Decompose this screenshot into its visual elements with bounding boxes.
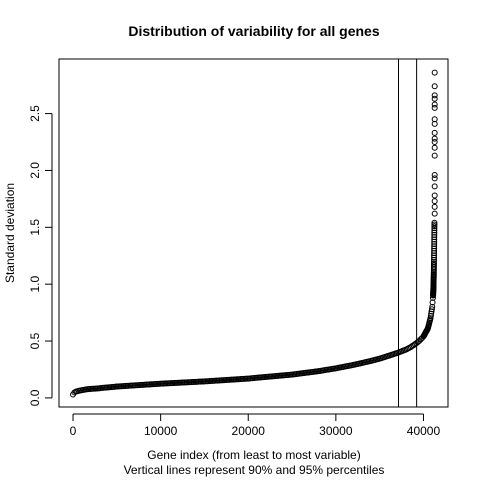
data-point (431, 175, 438, 182)
data-point (430, 259, 437, 265)
data-point (431, 95, 438, 102)
y-axis-label: Standard deviation (3, 183, 17, 283)
data-point (431, 129, 438, 136)
data-point (431, 227, 438, 234)
data-point (431, 210, 438, 217)
data-point (431, 198, 438, 205)
data-point (431, 139, 438, 146)
data-point (431, 192, 438, 199)
data-point (431, 101, 438, 108)
x-tick-label: 10000 (144, 424, 178, 438)
data-point (431, 69, 438, 76)
plot-frame (58, 58, 449, 408)
data-points (70, 69, 438, 398)
data-point (431, 183, 438, 190)
data-point (431, 221, 438, 228)
data-point (431, 83, 438, 90)
chart-title: Distribution of variability for all gene… (128, 23, 379, 39)
x-tick-label: 40000 (407, 424, 441, 438)
y-tick-label: 0.0 (28, 389, 42, 406)
x-axis-label: Gene index (from least to most variable) (147, 448, 360, 462)
y-tick-label: 0.5 (28, 332, 42, 349)
y-tick-label: 1.0 (28, 276, 42, 293)
y-tick-label: 2.0 (28, 162, 42, 179)
data-point (430, 260, 437, 267)
data-point (431, 223, 438, 230)
data-point (428, 306, 435, 313)
x-tick-label: 30000 (319, 424, 353, 438)
x-tick-label: 0 (70, 424, 77, 438)
data-point (431, 116, 438, 123)
data-point (431, 144, 438, 151)
data-point (431, 219, 438, 226)
x-axis: 0 10000 20000 30000 40000 (70, 413, 441, 438)
y-axis: 0.0 0.5 1.0 1.5 2.0 2.5 (28, 105, 53, 406)
y-tick-label: 1.5 (28, 219, 42, 236)
data-point (431, 104, 438, 111)
data-point (431, 152, 438, 159)
percentile-lines (397, 59, 418, 407)
data-point (431, 135, 438, 142)
y-tick-label: 2.5 (28, 105, 42, 122)
data-point (431, 172, 438, 178)
x-axis-label-subtitle: Vertical lines represent 90% and 95% per… (124, 463, 385, 477)
data-point (431, 92, 438, 99)
x-tick-label: 20000 (232, 424, 266, 438)
data-point (431, 203, 438, 210)
